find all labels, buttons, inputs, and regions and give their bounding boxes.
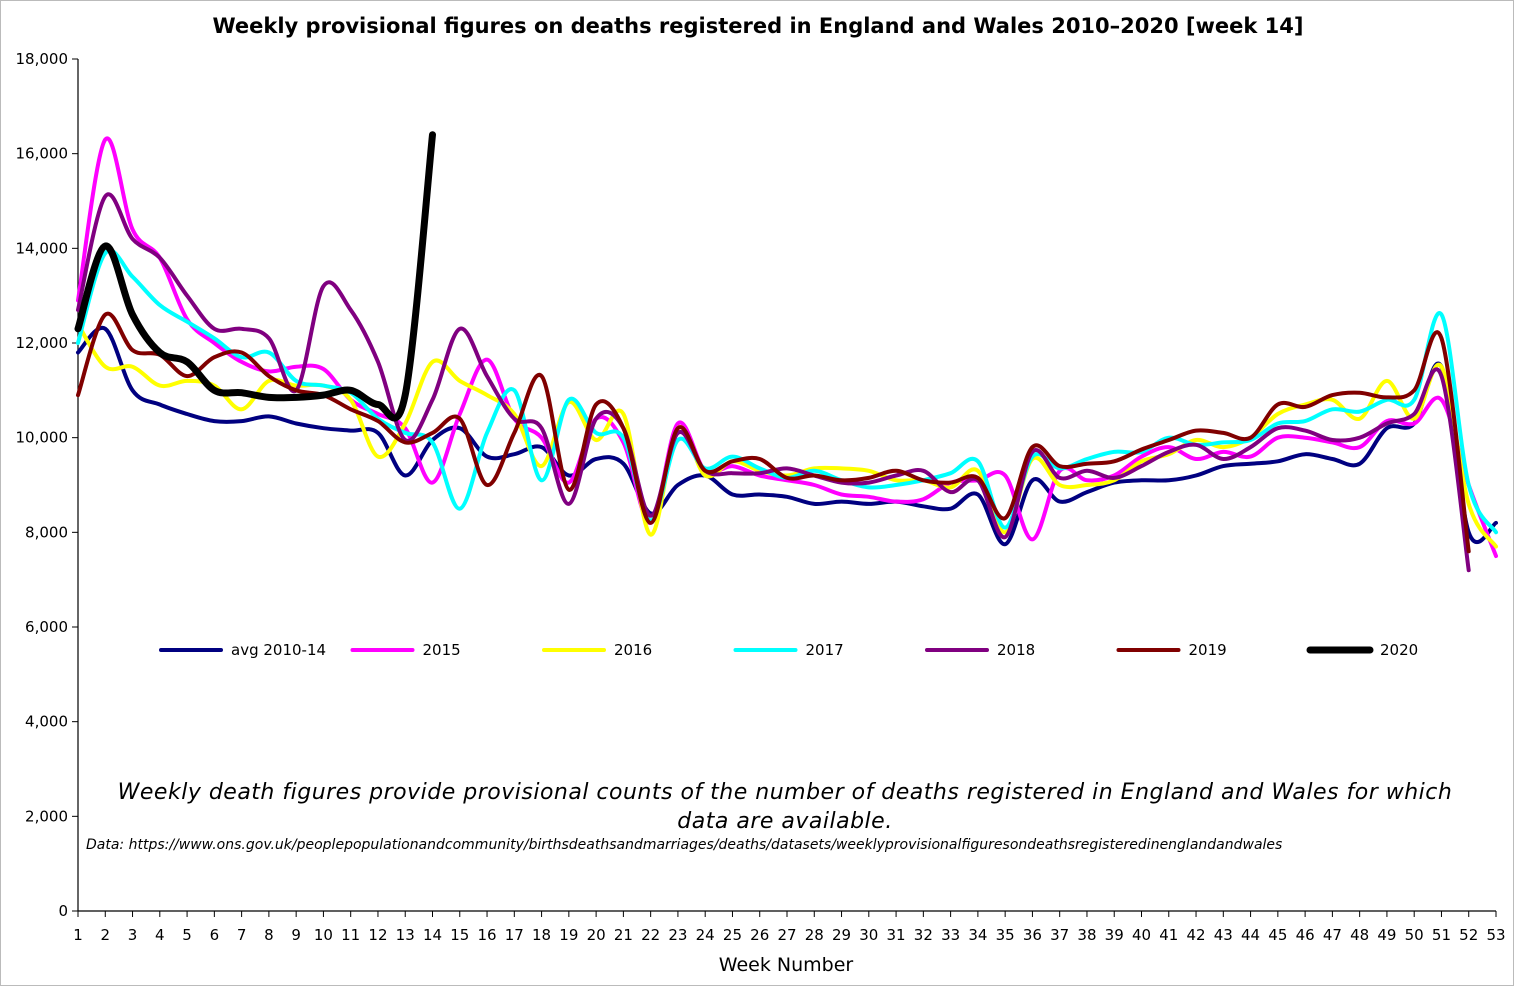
legend-label: avg 2010-14: [231, 641, 326, 659]
x-axis-label: Week Number: [719, 954, 854, 976]
x-tick-label: 15: [450, 926, 469, 944]
x-tick-label: 34: [968, 926, 987, 944]
x-tick-label: 29: [832, 926, 851, 944]
x-tick-label: 49: [1377, 926, 1396, 944]
x-tick-label: 22: [641, 926, 660, 944]
x-tick-label: 18: [532, 926, 551, 944]
y-tick-label: 18,000: [16, 50, 69, 68]
x-tick-label: 43: [1214, 926, 1233, 944]
x-tick-label: 28: [805, 926, 824, 944]
x-tick-label: 45: [1268, 926, 1287, 944]
x-tick-label: 14: [423, 926, 442, 944]
y-tick-label: 4,000: [25, 713, 68, 731]
series-line-2018: [76, 192, 1471, 573]
y-tick-label: 12,000: [16, 334, 69, 352]
x-tick-label: 24: [696, 926, 715, 944]
x-tick-label: 48: [1350, 926, 1369, 944]
x-tick-label: 30: [859, 926, 878, 944]
series-line-2020: [74, 131, 436, 422]
x-tick-label: 4: [155, 926, 165, 944]
legend-label: 2019: [1189, 641, 1227, 659]
x-tick-label: 44: [1241, 926, 1260, 944]
x-tick-label: 5: [182, 926, 192, 944]
y-tick-label: 10,000: [16, 429, 69, 447]
x-tick-label: 53: [1486, 926, 1505, 944]
x-tick-label: 42: [1186, 926, 1205, 944]
y-tick-label: 16,000: [16, 145, 69, 163]
x-tick-label: 7: [237, 926, 247, 944]
legend: avg 2010-14 2015 2016 2017 2018 2019 2020: [159, 641, 1418, 659]
x-tick-label: 39: [1105, 926, 1124, 944]
y-tick-label: 0: [58, 902, 68, 920]
data-source-note: Data: https://www.ons.gov.uk/peoplepopul…: [86, 837, 1282, 853]
legend-label: 2015: [423, 641, 461, 659]
x-tick-label: 26: [750, 926, 769, 944]
x-tick-label: 31: [887, 926, 906, 944]
x-tick-label: 1: [73, 926, 83, 944]
chart-title: Weekly provisional figures on deaths reg…: [212, 14, 1303, 38]
x-tick-label: 16: [477, 926, 496, 944]
series-line-2015: [76, 136, 1498, 558]
x-tick-label: 11: [341, 926, 360, 944]
x-tick-label: 35: [996, 926, 1015, 944]
x-tick-label: 17: [505, 926, 524, 944]
legend-label: 2016: [614, 641, 652, 659]
legend-label: 2020: [1380, 641, 1418, 659]
x-tick-label: 21: [614, 926, 633, 944]
x-tick-label: 41: [1159, 926, 1178, 944]
x-tick-label: 2: [100, 926, 110, 944]
y-tick-label: 8,000: [25, 523, 68, 541]
x-tick-label: 36: [1023, 926, 1042, 944]
x-tick-label: 33: [941, 926, 960, 944]
x-tick-label: 38: [1077, 926, 1096, 944]
x-tick-label: 50: [1405, 926, 1424, 944]
x-tick-label: 12: [368, 926, 387, 944]
x-tick-label: 23: [668, 926, 687, 944]
x-tick-label: 51: [1432, 926, 1451, 944]
series-line-avg-2010-14: [76, 325, 1498, 547]
x-tick-label: 32: [914, 926, 933, 944]
x-tick-label: 19: [559, 926, 578, 944]
x-tick-label: 25: [723, 926, 742, 944]
x-tick-label: 52: [1459, 926, 1478, 944]
chart-annotation: Weekly death figures provide provisional…: [118, 780, 1453, 834]
x-tick-label: 20: [587, 926, 606, 944]
x-tick-label: 9: [291, 926, 301, 944]
x-tick-label: 6: [210, 926, 220, 944]
x-tick-label: 27: [777, 926, 796, 944]
x-tick-label: 3: [128, 926, 138, 944]
x-tick-label: 40: [1132, 926, 1151, 944]
y-tick-label: 2,000: [25, 807, 68, 825]
x-tick-label: 8: [264, 926, 274, 944]
legend-label: 2018: [997, 641, 1035, 659]
x-tick-label: 37: [1050, 926, 1069, 944]
x-tick-label: 47: [1323, 926, 1342, 944]
y-tick-label: 6,000: [25, 618, 68, 636]
x-tick-label: 46: [1296, 926, 1315, 944]
annotation-line-2: data are available.: [677, 809, 892, 834]
axes: 0 2,000 4,000 6,000 8,000 10,000 12,000 14,000 1…: [16, 50, 1506, 944]
annotation-line-1: Weekly death figures provide provisional…: [118, 780, 1453, 805]
y-tick-label: 14,000: [16, 239, 69, 257]
x-tick-label: 13: [396, 926, 415, 944]
x-tick-label: 10: [314, 926, 333, 944]
legend-label: 2017: [806, 641, 844, 659]
series-lines: [74, 131, 1498, 573]
